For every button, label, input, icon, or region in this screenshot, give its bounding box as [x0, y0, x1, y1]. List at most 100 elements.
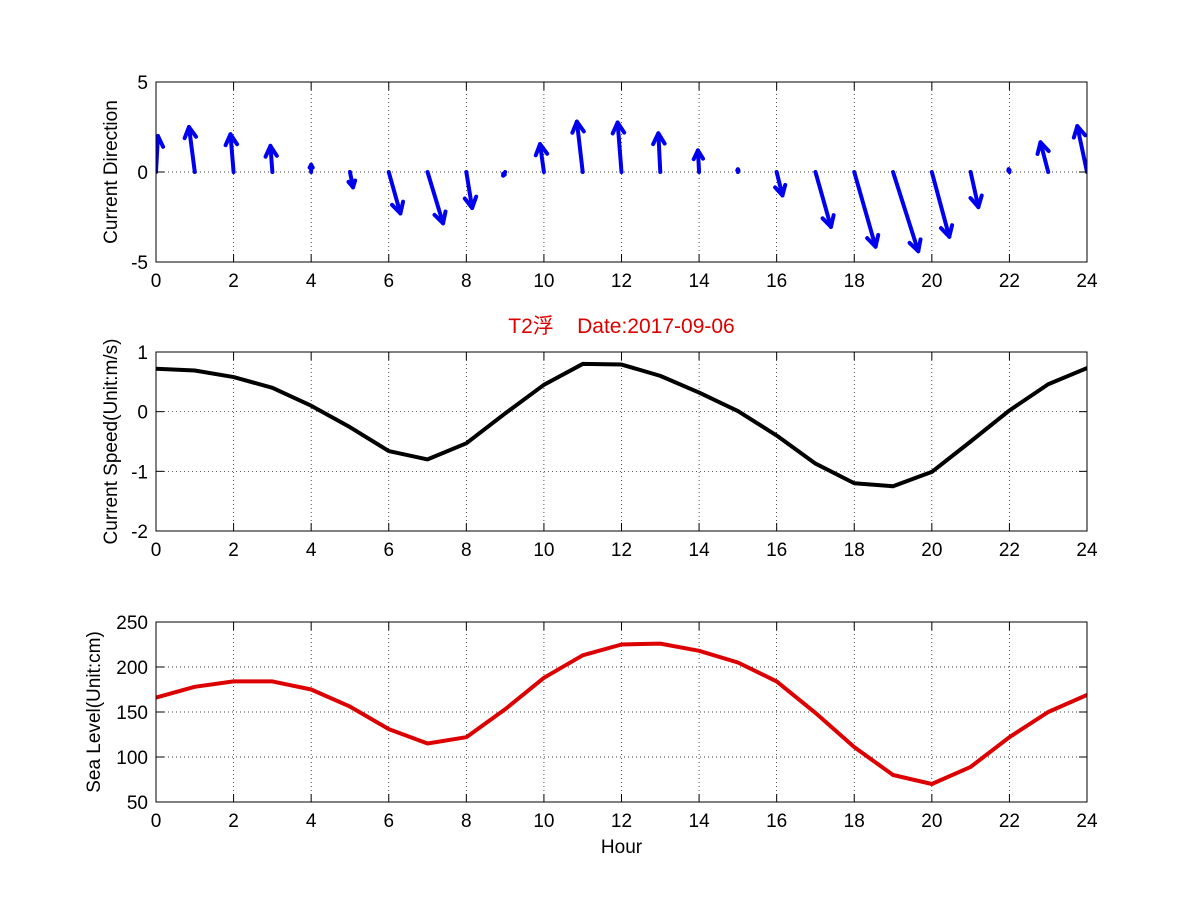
direction-arrow-head: [389, 199, 406, 216]
direction-data: [156, 119, 1087, 254]
direction-arrow-head: [907, 237, 923, 254]
direction-xtick-label: 4: [306, 271, 317, 292]
direction-arrow-head: [735, 167, 741, 173]
direction-arrow-head: [1006, 167, 1012, 173]
speed-ytick-label: 0: [137, 403, 148, 424]
direction-xtick-label: 20: [921, 271, 942, 292]
speed-ytick-label: 1: [137, 343, 148, 364]
direction-arrow: [1006, 167, 1012, 174]
speed-data: [156, 361, 1087, 489]
direction-arrow-head: [432, 209, 448, 226]
direction-arrow: [425, 170, 448, 226]
direction-arrow: [929, 170, 955, 239]
sea-level-ytick-label: 200: [116, 658, 148, 679]
direction-arrow: [533, 142, 550, 174]
direction-arrow-shaft: [1038, 140, 1051, 174]
speed-ylabel: Current Speed(Unit:m/s): [101, 339, 122, 545]
speed-xtick-label: 2: [228, 540, 239, 561]
speed-plot-area: [156, 352, 1087, 531]
direction-arrow-shaft: [891, 170, 921, 254]
direction-arrow-shaft: [929, 170, 952, 239]
sea-level-ytick-label: 150: [116, 703, 148, 724]
speed-xtick-label: 4: [306, 540, 317, 561]
direction-arrow-head: [1071, 124, 1087, 140]
direction-arrow: [691, 148, 706, 174]
direction-arrow-head: [182, 125, 199, 141]
direction-arrow-shaft: [968, 170, 981, 210]
sea-level-xtick-label: 0: [151, 811, 162, 832]
sea-level-plot-area: [156, 622, 1087, 802]
direction-arrow: [1071, 124, 1087, 174]
direction-arrow: [813, 170, 836, 229]
sea-level-xtick-label: 2: [228, 811, 239, 832]
direction-arrow-shaft: [1075, 124, 1087, 174]
direction-xtick-label: 8: [461, 271, 472, 292]
direction-arrow: [223, 132, 240, 174]
speed-xtick-label: 24: [1076, 540, 1098, 561]
direction-arrow-head: [610, 120, 627, 136]
sea-level-ytick-label: 250: [116, 613, 148, 634]
speed-xtick-label: 22: [999, 540, 1020, 561]
sea-level-xtick-label: 10: [533, 811, 554, 832]
speed-xtick-label: 10: [533, 540, 554, 561]
direction-xtick-label: 14: [689, 271, 711, 292]
speed-xtick-label: 14: [689, 540, 711, 561]
sea-level-data: [156, 641, 1087, 786]
sea-level-xtick-label: 12: [611, 811, 632, 832]
direction-xtick-label: 10: [533, 271, 554, 292]
sea-level-xtick-label: 22: [999, 811, 1020, 832]
direction-arrow-shaft: [574, 119, 585, 174]
direction-arrow: [1035, 140, 1051, 174]
speed-xtick-label: 12: [611, 540, 632, 561]
direction-arrow: [610, 120, 627, 174]
sea-level-xtick-label: 14: [689, 811, 711, 832]
direction-ytick-label: 0: [137, 163, 148, 184]
sea-level-xlabel: Hour: [601, 837, 643, 858]
speed-xtick-label: 6: [383, 540, 394, 561]
sea-level-xtick-label: 18: [844, 811, 865, 832]
direction-arrow-head: [462, 194, 479, 210]
direction-arrow: [263, 143, 279, 174]
sea-level-ylabel: Sea Level(Unit:cm): [84, 631, 105, 793]
direction-ytick-label: -5: [131, 253, 148, 274]
speed-xtick-label: 20: [921, 540, 942, 561]
sea-level-ytick-label: 100: [116, 748, 148, 769]
speed-xtick-label: 0: [151, 540, 162, 561]
speed-xtick-label: 16: [766, 540, 787, 561]
direction-arrow-head: [346, 178, 358, 190]
direction-arrow-head: [1035, 140, 1051, 156]
direction-arrow-head: [651, 131, 667, 147]
direction-arrow-head: [570, 119, 586, 135]
direction-arrow: [651, 131, 667, 174]
direction-xtick-label: 18: [844, 271, 865, 292]
direction-xtick-label: 12: [611, 271, 632, 292]
direction-arrow: [386, 170, 406, 216]
direction-arrow: [735, 167, 741, 174]
direction-arrow: [968, 170, 984, 210]
direction-xtick-label: 0: [151, 271, 162, 292]
direction-arrow-shaft: [538, 142, 546, 174]
sea-level-xtick-label: 6: [383, 811, 394, 832]
sea-level-xtick-label: 4: [306, 811, 317, 832]
direction-arrow-shaft: [386, 170, 403, 216]
direction-arrow: [891, 170, 923, 254]
direction-arrow-shaft: [813, 170, 833, 229]
direction-arrow-head: [307, 162, 315, 170]
direction-arrow-head: [820, 213, 836, 229]
direction-arrow-head: [223, 132, 240, 148]
direction-arrow-shaft: [464, 170, 475, 210]
direction-arrow-shaft: [852, 170, 878, 249]
direction-arrow-head: [501, 171, 507, 178]
direction-arrow-shaft: [186, 125, 197, 174]
direction-ytick-label: 5: [137, 73, 148, 94]
direction-arrow: [346, 170, 358, 190]
direction-xtick-label: 6: [383, 271, 394, 292]
direction-arrow-head: [968, 193, 984, 210]
sea-level-xtick-label: 16: [766, 811, 787, 832]
direction-arrow-head: [773, 182, 788, 198]
direction-xtick-label: 22: [999, 271, 1020, 292]
